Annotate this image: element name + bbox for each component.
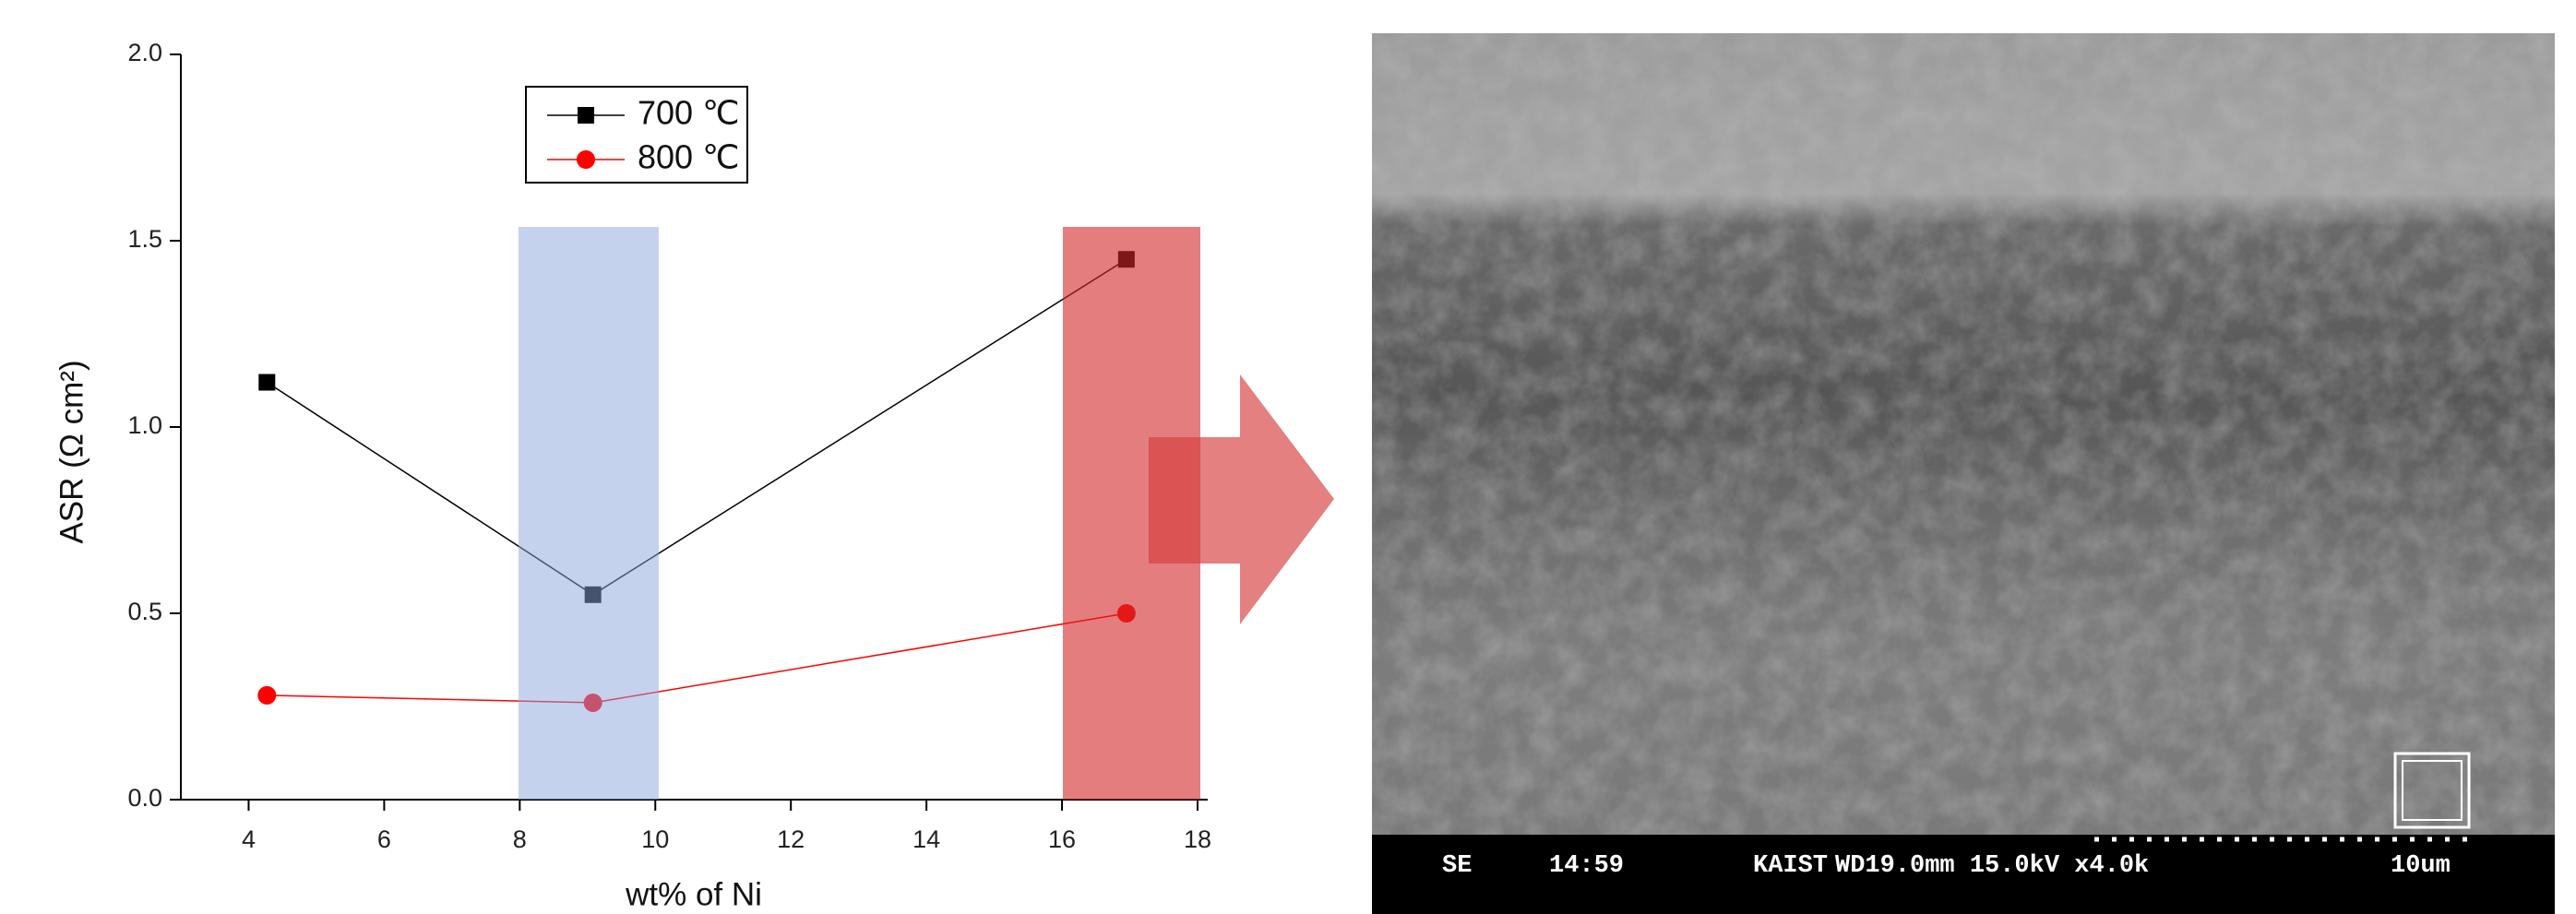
x-tick-label: 12 (777, 825, 805, 853)
legend-marker (577, 150, 595, 169)
y-tick-label: 1.0 (127, 411, 162, 439)
info-text: KAIST (1753, 852, 1828, 880)
y-tick-label: 2.0 (127, 39, 162, 66)
info-text: 14:59 (1549, 852, 1624, 880)
info-text: WD19.0mm 15.0kV x4.0k (1835, 852, 2149, 880)
sem-image: SE 14:59 KAIST WD19.0mm 15.0kV x4.0k 10u… (1372, 33, 2555, 914)
info-text: SE (1442, 852, 1472, 880)
legend-marker (578, 107, 594, 124)
plot: 0.0 0.5 1.0 1.5 2.0 4 6 8 10 12 14 16 18 700 ℃ 800 ℃ (127, 39, 1211, 853)
point (257, 686, 276, 705)
point (258, 374, 275, 391)
highlights (519, 227, 1334, 800)
x-tick-label: 8 (513, 825, 527, 853)
series-line (267, 613, 1127, 703)
sem-texture (1372, 33, 2555, 835)
series-line (267, 259, 1127, 595)
highlight-band (519, 227, 659, 800)
y-tick-label: 0.5 (127, 598, 162, 625)
legend-label: 800 ℃ (638, 138, 740, 176)
x-tick-label: 16 (1048, 825, 1076, 853)
x-tick-label: 6 (377, 825, 391, 853)
y-tick-label: 1.5 (127, 225, 162, 253)
x-tick-label: 18 (1184, 825, 1211, 853)
x-tick-label: 4 (242, 825, 256, 853)
info-text: 10um (2391, 852, 2451, 880)
x-axis-label: wt% of Ni (625, 876, 762, 912)
legend-label: 700 ℃ (638, 94, 740, 132)
figure: SE 14:59 KAIST WD19.0mm 15.0kV x4.0k 10u… (0, 0, 2576, 914)
x-tick-label: 14 (912, 825, 940, 853)
y-tick-label: 0.0 (127, 784, 162, 812)
x-tick-label: 10 (641, 825, 669, 853)
y-axis-label: ASR (Ω cm²) (54, 360, 89, 543)
